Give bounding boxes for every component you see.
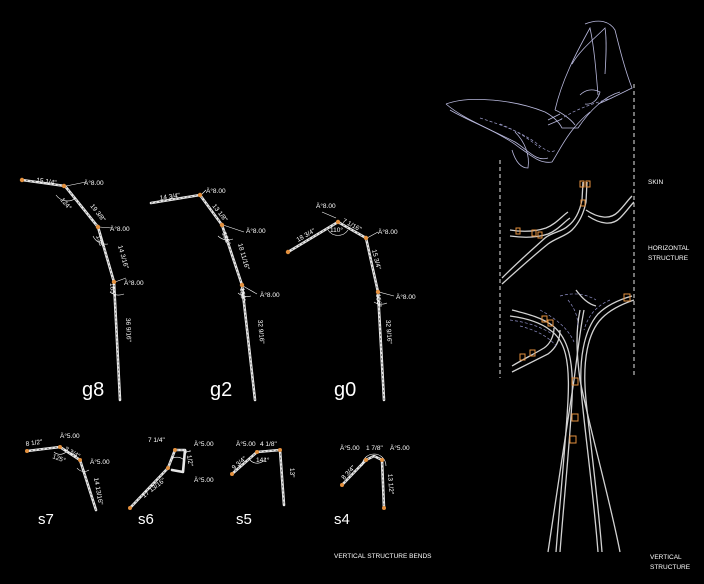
vertical-structure-bends-caption: VERTICAL STRUCTURE BENDS [334,553,432,560]
g0-dim-8: 156° [374,293,383,308]
g0-dim-4: 110° [330,226,343,234]
s5-dim-2: 4 1/8" [260,441,277,448]
g8-dim-4: 19 3/8" [88,203,106,224]
vertical-structure [509,289,635,553]
s4-dim-2: 1 7/8" [366,445,383,452]
g0-dim-5: Ä°8.00 [378,228,398,236]
s5-dim-1: Ä°5.00 [236,440,256,448]
s6-dim-4: Ä°5.00 [194,476,214,484]
g8-dim-10: 36 9/16" [124,318,132,343]
g0-label: g0 [334,379,356,401]
g2-dim-7: Ä°8.00 [260,291,280,299]
horizontal-structure-label-1: HORIZONTAL [648,245,690,252]
g0-dim-9: 32 9/16" [384,320,393,345]
s7-dim-5: Ä°5.00 [90,458,110,466]
s5-dim-4: 141° [256,456,270,464]
g0-dim-1: Ä°8.00 [316,202,336,210]
s4-label: s4 [334,511,350,528]
g8-dim-7: 14 3/16" [116,245,130,271]
bend-g8: 15 1/4" Ä°8.00 124° 19 3/8" Ä°8.00 135° … [19,177,144,402]
g2-dim-6: 18 11/16" [236,243,250,272]
s6-dim-1: 7 1/4" [148,437,165,444]
vertical-structure-label-1: VERTICAL [650,554,682,561]
bend-s7: 8 1/2" Ä°5.00 3 3/4" 125° Ä°5.00 14 13/1… [25,432,110,528]
s6-dim-2: Ä°5.00 [194,440,214,448]
bend-g0: Ä°8.00 7 1/16" 18 3/4" 110° Ä°8.00 15 3/… [285,202,416,402]
g8-dim-5: Ä°8.00 [110,225,130,233]
skin-label: SKIN [648,179,663,186]
g8-dim-8: Ä°8.00 [124,279,144,287]
g8-dim-2: Ä°8.00 [84,179,104,187]
g8-dim-9: 165° [108,283,117,297]
s4-dim-1: Ä°5.00 [340,444,360,452]
g0-dim-6: 15 3/4" [370,249,382,271]
g2-dim-2: Ä°8.00 [206,187,226,195]
s5-label: s5 [236,511,252,528]
g8-dim-1: 15 1/4" [36,177,58,187]
s7-dim-2: Ä°5.00 [60,432,80,440]
s6-dim-3: 1 1/2" [184,449,194,467]
bend-g2: 14 3/4" Ä°8.00 13 1/8" Ä°8.00 125° 18 11… [149,187,280,402]
s4-dim-5: 13 1/2" [386,474,394,496]
s4-dim-3: Ä°5.00 [390,444,410,452]
bend-s6: 7 1/4" Ä°5.00 1 1/2" Ä°5.00 17 13/16" s6 [128,437,214,528]
g2-dim-9: 32 9/16" [256,320,265,345]
g2-dim-4: Ä°8.00 [246,227,266,235]
g2-label: g2 [210,379,232,401]
s7-dim-1: 8 1/2" [25,439,43,448]
g2-dim-8: 156° [238,287,247,302]
bend-s5: Ä°5.00 4 1/8" 9 3/4" 141° 13" s5 [230,440,295,528]
horizontal-structure-label-2: STRUCTURE [648,255,689,262]
s6-dim-5: 17 13/16" [141,477,168,500]
s5-dim-5: 13" [288,468,295,478]
g8-label: g8 [82,379,104,401]
s6-label: s6 [138,511,154,528]
g0-dim-7: Ä°8.00 [396,293,416,301]
horizontal-structure [501,180,635,285]
skin-outline [445,20,633,169]
g2-dim-1: 14 3/4" [159,192,181,202]
vertical-structure-label-2: STRUCTURE [650,564,691,571]
s7-label: s7 [38,511,54,528]
s7-dim-6: 14 13/16" [92,477,104,506]
bend-s4: Ä°5.00 1 7/8" Ä°5.00 8 3/4" 13 1/2" s4 [334,444,410,528]
g8-dim-3: 124° [58,196,73,212]
